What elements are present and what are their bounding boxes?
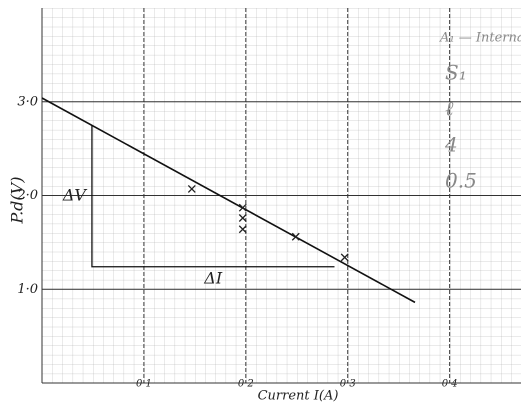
- annotation: ΔV: [62, 185, 88, 204]
- x-axis-label: Current I(A): [258, 389, 339, 404]
- data-point: [238, 203, 247, 212]
- gradient-triangle: [91, 125, 335, 268]
- side-note: 0.5: [445, 169, 477, 193]
- annotation: ΔI: [203, 268, 223, 287]
- fit-line: [41, 97, 416, 304]
- x-tick-label: 0·1: [136, 379, 152, 390]
- side-note: ℓ: [445, 97, 454, 121]
- data-point: [238, 214, 247, 222]
- y-axis-label: P.d(V): [8, 177, 27, 225]
- y-tick-label: 1·0: [17, 282, 38, 297]
- x-tick-label: 0·4: [442, 379, 458, 390]
- x-tick-label: 0·3: [340, 379, 356, 390]
- data-point: [187, 184, 196, 193]
- x-tick-label: 0·2: [238, 379, 254, 390]
- y-tick-label: 2·0: [16, 188, 38, 203]
- data-point: [291, 232, 300, 241]
- side-note: S₁: [445, 61, 467, 85]
- data-point: [238, 225, 247, 234]
- y-tick-label: 3·0: [17, 94, 38, 109]
- data-point: [340, 253, 349, 262]
- side-note: A₁ — Internal: [439, 31, 521, 46]
- side-note: 4: [444, 133, 458, 157]
